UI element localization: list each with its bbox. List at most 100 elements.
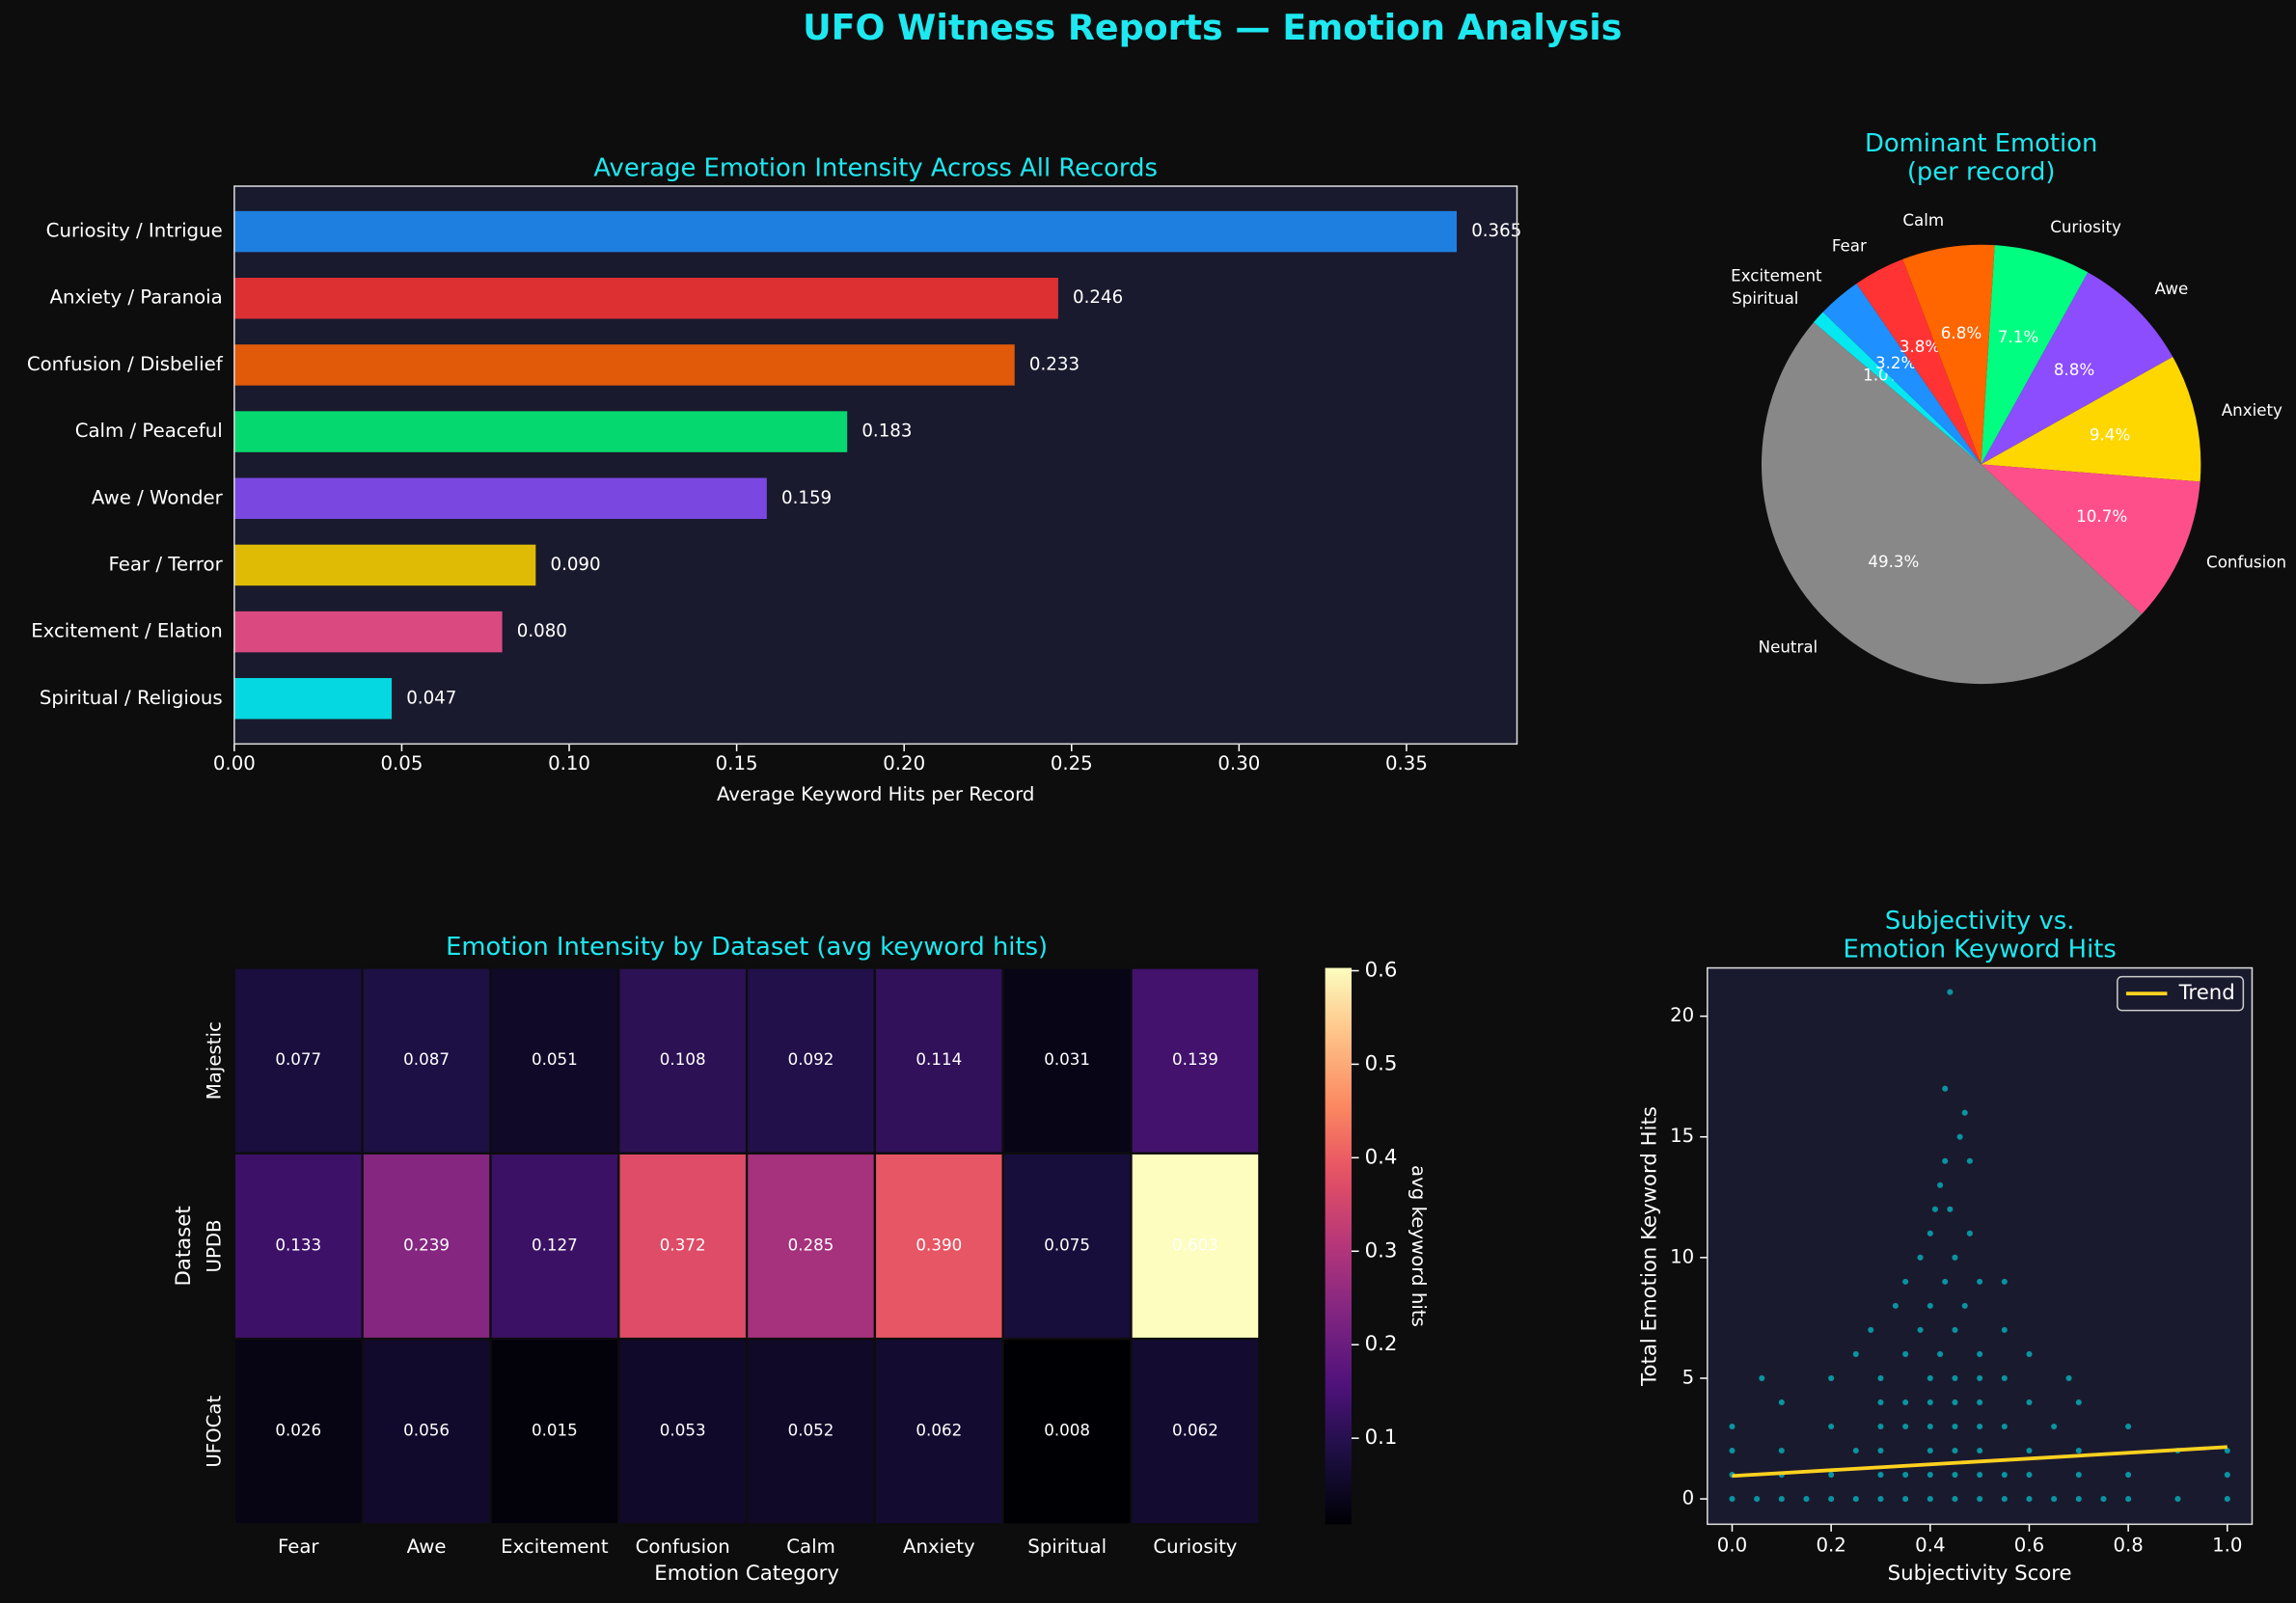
scatter-point [1927,1423,1933,1430]
scatter-point [1942,1278,1949,1285]
x-axis-label: Average Keyword Hits per Record [717,783,1034,805]
x-tick-label: 0.8 [2113,1535,2143,1557]
pie-slice [1814,312,1982,465]
scatter-point [1931,1206,1938,1212]
scatter-point [1952,1423,1958,1430]
y-axis-label: Total Emotion Keyword Hits [1638,1106,1662,1387]
scatter-point [1778,1447,1785,1454]
plot-frame [233,185,1518,746]
bar [233,210,1458,253]
colorbar-label: avg keyword hits [1408,1165,1430,1327]
value-label: 0.233 [1029,354,1080,374]
scatter-point [1902,1496,1909,1503]
scatter-point [2026,1447,2033,1454]
x-tick-label: 0.20 [883,752,925,774]
slice-percent: 3.2% [1875,354,1916,372]
cell-label: 0.008 [1044,1422,1090,1440]
x-tick-label: 0.6 [2014,1535,2044,1557]
scatter-point [1952,1374,1958,1381]
y-tick-label: Confusion / Disbelief [27,353,224,375]
scatter-point [1729,1447,1736,1454]
scatter-point [1937,1182,1944,1188]
scatter-point [1877,1447,1884,1454]
scatter-point [2001,1326,2008,1333]
scatter-point [2174,1496,2181,1503]
cell-label: 0.133 [275,1236,321,1254]
slice-percent: 9.4% [2090,426,2130,445]
scatter-point [1937,1350,1944,1357]
scatter-point [1852,1350,1859,1357]
scatter-point [1977,1447,1983,1454]
cell-label: 0.239 [403,1236,450,1254]
y-tick-label: Curiosity / Intrigue [46,220,223,242]
scatter-point [1977,1399,1983,1406]
bar [233,344,1015,386]
scatter-point [1966,1230,1973,1236]
x-tick-label: Fear [278,1535,319,1558]
x-axis-label: Emotion Category [654,1562,839,1586]
y-tick-label: 0 [1682,1487,1695,1509]
slice-label: Neutral [1759,638,1818,656]
bar [233,611,503,653]
scatter-point [1778,1399,1785,1406]
x-tick-label: Excitement [501,1535,609,1558]
x-tick-label: 0.35 [1385,752,1428,774]
scatter-point [2001,1278,2008,1285]
slice-label: Curiosity [2050,218,2121,236]
chart-title: Dominant Emotion (per record) [1865,129,2097,187]
heatmap-cell [745,1337,877,1526]
x-tick-label: 0.00 [213,752,256,774]
slice-percent: 8.8% [2054,361,2094,379]
scatter-point [1952,1326,1958,1333]
scatter-point [1947,989,1954,995]
legend-box [2117,975,2245,1012]
scatter-point [2075,1447,2082,1454]
colorbar-tick-label: 0.1 [1365,1426,1398,1450]
scatter-point [2001,1472,2008,1479]
colorbar-tick-label: 0.3 [1365,1238,1398,1263]
scatter-point [1754,1496,1761,1503]
scatter-point [1952,1254,1958,1261]
slice-percent: 7.1% [1998,328,2038,346]
y-tick-label: 10 [1670,1245,1694,1267]
scatter-point [2026,1472,2033,1479]
scatter-point [1927,1447,1933,1454]
y-tick-label: Excitement / Elation [31,620,223,642]
scatter-point [1917,1254,1924,1261]
heatmap-cell [232,1337,364,1526]
scatter-point [1942,1157,1949,1164]
cell-label: 0.062 [1172,1422,1218,1440]
scatter-point [1977,1472,1983,1479]
scatter-point [1952,1399,1958,1406]
scatter-point [1778,1496,1785,1503]
heatmap-cell [489,1337,620,1526]
cell-label: 0.390 [916,1236,962,1254]
slice-label: Anxiety [2222,401,2282,420]
x-tick-label: 0.25 [1051,752,1093,774]
bar [233,277,1058,319]
x-tick-label: 0.10 [548,752,590,774]
scatter-point [1927,1230,1933,1236]
x-tick-label: 0.15 [716,752,758,774]
x-tick-label: Confusion [636,1535,730,1558]
scatter-point [1927,1302,1933,1309]
scatter-point [1877,1399,1884,1406]
cell-label: 0.051 [532,1050,578,1069]
heatmap-cell [361,1337,492,1526]
cell-label: 0.114 [916,1050,962,1069]
slice-label: Calm [1902,211,1944,230]
cell-label: 0.062 [916,1422,962,1440]
y-tick-label: 5 [1682,1366,1695,1388]
x-tick-label: Spiritual [1027,1535,1107,1558]
scatter-point [2100,1496,2107,1503]
slice-label: Fear [1832,236,1867,255]
scatter-point [1942,1085,1949,1092]
y-tick-label: UFOCat [204,1396,226,1468]
scatter-point [2026,1496,2033,1503]
scatter-point [1961,1109,1968,1116]
scatter-point [2224,1447,2230,1454]
cell-label: 0.053 [660,1422,706,1440]
cell-label: 0.056 [403,1422,450,1440]
cell-label: 0.108 [660,1050,706,1069]
colorbar-tick-label: 0.2 [1365,1332,1398,1356]
